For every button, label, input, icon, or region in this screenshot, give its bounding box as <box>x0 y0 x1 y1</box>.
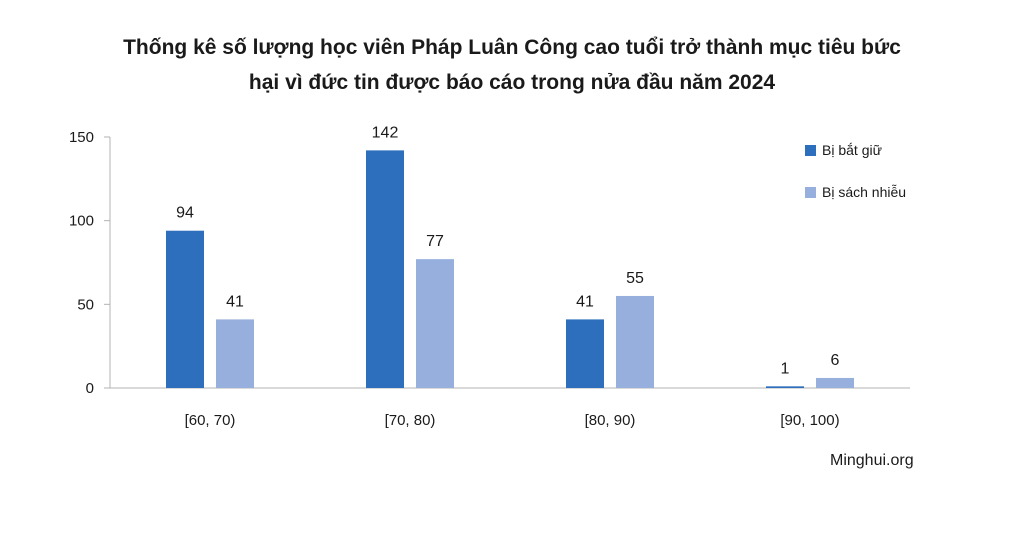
bar-harassed <box>416 259 454 388</box>
data-label-arrested: 41 <box>576 293 594 310</box>
legend: Bị bắt giữ Bị sách nhiễu <box>805 140 906 224</box>
x-tick-label: [80, 90) <box>585 412 636 429</box>
legend-swatch-harassed <box>805 186 816 198</box>
y-tick-label: 50 <box>77 296 94 313</box>
data-label-arrested: 142 <box>372 124 399 141</box>
chart-title-line-2: hại vì đức tin được báo cáo trong nửa đầ… <box>248 71 776 94</box>
x-tick-label: [90, 100) <box>780 412 839 429</box>
y-tick-label: 0 <box>86 380 94 397</box>
data-label-arrested: 1 <box>781 360 790 377</box>
x-tick-label: [70, 80) <box>385 412 436 429</box>
x-tick-label: [60, 70) <box>185 412 236 429</box>
legend-item-arrested: Bị bắt giữ <box>805 140 906 160</box>
legend-label-arrested: Bị bắt giữ <box>822 142 882 158</box>
legend-item-harassed: Bị sách nhiễu <box>805 182 906 202</box>
data-label-harassed: 41 <box>226 293 244 310</box>
chart-title-line-1: Thống kê số lượng học viên Pháp Luân Côn… <box>123 36 901 59</box>
legend-label-harassed: Bị sách nhiễu <box>822 184 907 200</box>
bar-arrested <box>366 150 404 388</box>
bar-harassed <box>816 377 854 388</box>
data-label-harassed: 55 <box>626 270 644 287</box>
bar-arrested <box>566 319 604 388</box>
source-credit: Minghui.org <box>830 452 914 469</box>
bar-arrested <box>766 386 804 388</box>
data-label-arrested: 94 <box>176 205 194 222</box>
y-tick-label: 150 <box>69 129 94 146</box>
data-label-harassed: 6 <box>831 352 840 369</box>
data-label-harassed: 77 <box>426 233 444 250</box>
bar-harassed <box>616 295 654 388</box>
y-tick-label: 100 <box>69 213 94 230</box>
legend-swatch-arrested <box>805 144 816 156</box>
bar-arrested <box>166 230 204 388</box>
bar-harassed <box>216 319 254 388</box>
chart-title: Thống kê số lượng học viên Pháp Luân Côn… <box>0 30 1024 100</box>
